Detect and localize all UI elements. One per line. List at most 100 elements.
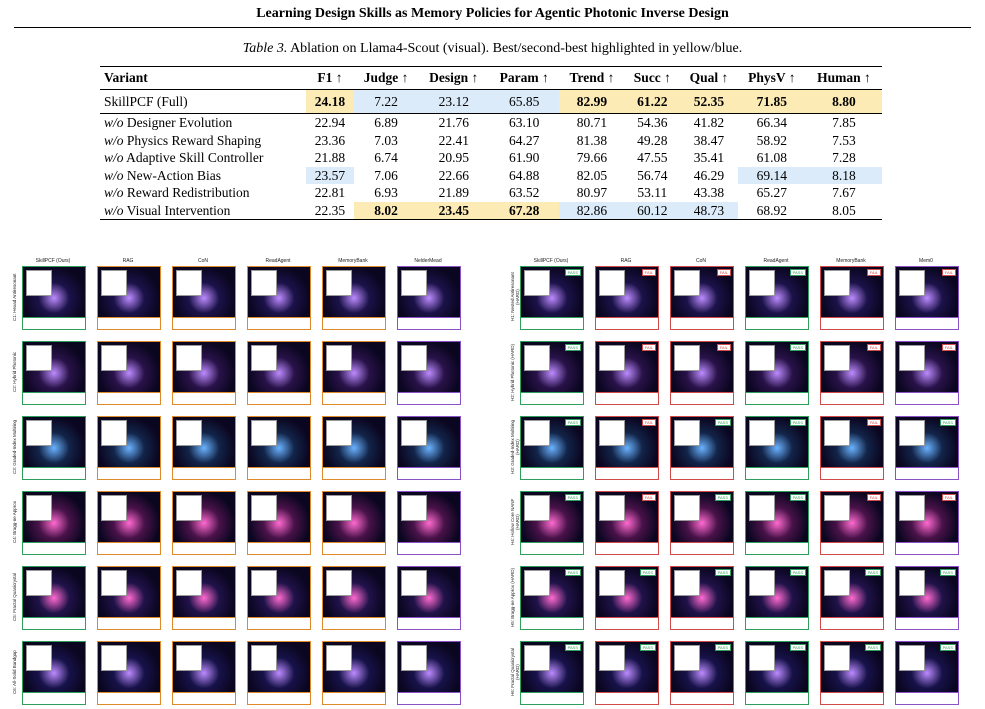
fiber-cross-section-icon: [599, 570, 625, 596]
pass-fail-badge: PASS: [714, 644, 731, 651]
fiber-cross-section-icon: [26, 570, 52, 596]
simulation-thumbnail: [397, 266, 461, 330]
fiber-cross-section-icon: [101, 420, 127, 446]
fiber-cross-section-icon: [749, 420, 775, 446]
figure-column-header: RAG: [620, 258, 632, 264]
figure-column-header: CoN: [197, 258, 208, 264]
metric-annotation: [23, 467, 85, 479]
simulation-thumbnail: [22, 266, 86, 330]
fiber-cross-section-icon: [899, 270, 925, 296]
figure-row-label: C5: Fractal Quasicrystal: [12, 573, 17, 622]
pass-fail-badge: PASS: [789, 269, 806, 276]
metric-cell: 7.22: [353, 89, 419, 114]
simulation-thumbnail: [22, 491, 86, 555]
pass-fail-badge: PASS: [714, 569, 731, 576]
metric-annotation: [98, 317, 160, 329]
simulation-thumbnail: PASS: [670, 416, 734, 480]
figure-column-header: SkillPCF (Ours): [533, 258, 569, 264]
metric-cell: 43.38: [693, 185, 725, 200]
simulation-thumbnail: [322, 566, 386, 630]
simulation-thumbnail: FAIL: [595, 341, 659, 405]
column-header: Trend ↑: [559, 66, 625, 90]
table-row: w/o Adaptive Skill Controller 21.88 6.74 20…: [100, 149, 882, 167]
metric-annotation: [821, 542, 883, 554]
metric-annotation: [821, 392, 883, 404]
fiber-cross-section-icon: [26, 420, 52, 446]
fiber-cross-section-icon: [251, 270, 277, 296]
table-row: w/o Physics Reward Shaping 23.36 7.03 22.41…: [100, 132, 882, 150]
fiber-cross-section-icon: [524, 645, 550, 671]
pass-fail-badge: FAIL: [866, 344, 881, 351]
metric-annotation: [671, 392, 733, 404]
simulation-thumbnail: [22, 416, 86, 480]
table-row: w/o Reward Redistribution 22.81 6.93 21.89 6…: [100, 184, 882, 202]
figure-column-header: NelderMead: [414, 258, 442, 264]
metric-cell: 61.90: [508, 150, 540, 165]
simulation-thumbnail: PASS: [520, 566, 584, 630]
metric-annotation: [596, 692, 658, 704]
simulation-thumbnail: [397, 491, 461, 555]
metric-annotation: [521, 392, 583, 404]
metric-cell: 65.27: [756, 185, 787, 200]
figure-row-label: H3: Graded-Index Multiring (HARD): [510, 419, 520, 475]
figure-column-header: Mem0: [919, 258, 933, 264]
metric-cell: 6.74: [374, 150, 398, 165]
simulation-thumbnail: PASS: [820, 566, 884, 630]
simulation-thumbnail: PASS: [670, 566, 734, 630]
simulation-thumbnail: [172, 266, 236, 330]
pass-fail-badge: PASS: [789, 344, 806, 351]
metric-cell: 8.05: [805, 201, 882, 220]
fiber-cross-section-icon: [176, 495, 202, 521]
table-row: w/o New-Action Bias 23.57 7.06 22.66 64.88 82…: [100, 166, 882, 185]
metric-cell: 71.85: [737, 89, 806, 114]
fiber-cross-section-icon: [524, 570, 550, 596]
figure-row-label: C6: All-Solid Bandgap: [12, 650, 17, 694]
figure-column-header: RAG: [122, 258, 134, 264]
simulation-thumbnail: PASS: [670, 491, 734, 555]
header-rule: [14, 27, 971, 28]
fiber-cross-section-icon: [26, 345, 52, 371]
pass-fail-badge: FAIL: [941, 494, 956, 501]
figure-column-header: ReadAgent: [265, 258, 291, 264]
pass-fail-badge: PASS: [789, 494, 806, 501]
fiber-cross-section-icon: [251, 420, 277, 446]
metric-annotation: [398, 617, 460, 629]
metric-cell: 58.92: [756, 132, 787, 148]
simulation-thumbnail: PASS: [895, 416, 959, 480]
fiber-cross-section-icon: [326, 345, 352, 371]
metric-cell: 64.27: [508, 132, 540, 148]
fiber-cross-section-icon: [176, 345, 202, 371]
fiber-cross-section-icon: [749, 570, 775, 596]
metric-annotation: [248, 692, 310, 704]
simulation-thumbnail: [97, 491, 161, 555]
variant-name: Adaptive Skill Controller: [123, 150, 264, 165]
simulation-thumbnail: FAIL: [895, 341, 959, 405]
simulation-thumbnail: [322, 266, 386, 330]
variant-cell: w/o New-Action Bias: [100, 167, 306, 185]
figure-row-label: C1: Hexad Antiresonant: [12, 273, 17, 321]
fiber-cross-section-icon: [401, 645, 427, 671]
metric-annotation: [521, 317, 583, 329]
metric-annotation: [173, 317, 235, 329]
simulation-thumbnail: FAIL: [595, 491, 659, 555]
metric-cell: 79.66: [576, 150, 608, 165]
fiber-cross-section-icon: [176, 420, 202, 446]
pass-fail-badge: PASS: [564, 569, 581, 576]
fiber-cross-section-icon: [26, 270, 52, 296]
pass-fail-badge: PASS: [939, 419, 956, 426]
metric-annotation: [821, 617, 883, 629]
metric-cell: 82.99: [559, 89, 625, 114]
metric-cell: 23.45: [418, 201, 489, 220]
pass-fail-badge: FAIL: [941, 269, 956, 276]
variant-prefix: w/o: [104, 132, 124, 148]
fiber-cross-section-icon: [326, 495, 352, 521]
metric-annotation: [248, 617, 310, 629]
table-label: Table 3.: [242, 41, 288, 56]
metric-annotation: [671, 317, 733, 329]
metric-cell: 20.95: [438, 150, 469, 165]
simulation-thumbnail: FAIL: [895, 491, 959, 555]
simulation-thumbnail: PASS: [670, 641, 734, 705]
fiber-cross-section-icon: [101, 645, 127, 671]
fiber-cross-section-icon: [101, 345, 127, 371]
metric-cell: 21.88: [314, 150, 346, 165]
